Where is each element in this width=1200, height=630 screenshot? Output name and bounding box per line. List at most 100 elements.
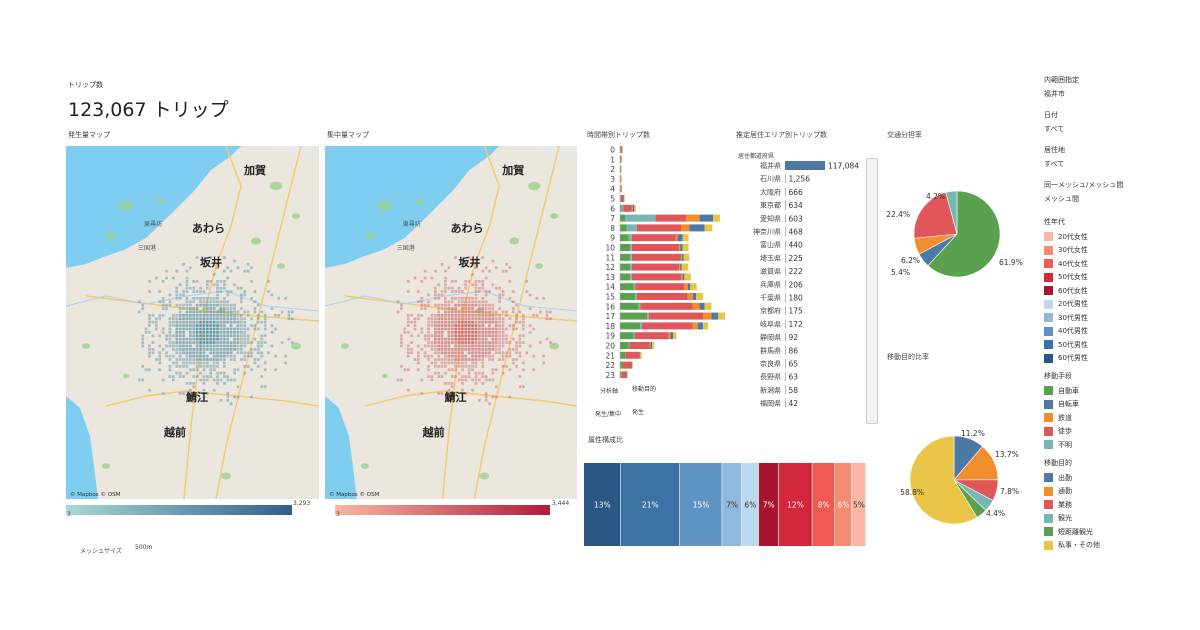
composition-label: 7%: [726, 501, 738, 510]
dest-mesh-cell: [501, 293, 505, 297]
origin-mesh-cell: [226, 307, 230, 310]
origin-place-label: あわら: [192, 222, 225, 235]
origin-mesh-cell: [284, 354, 287, 358]
purpose-legend-item[interactable]: 通勤: [1044, 485, 1164, 499]
gender-age-legend-item[interactable]: 30代女性: [1044, 244, 1164, 258]
purpose-legend-item[interactable]: 業務: [1044, 498, 1164, 512]
origin-mesh-cell: [209, 314, 213, 317]
dest-mesh-cell: [488, 402, 491, 406]
residence-bar: [785, 161, 825, 170]
modal-share-chart[interactable]: 61.9%5.4%6.2%22.4%4.2%: [886, 180, 1036, 290]
dest-mesh-cell: [423, 303, 427, 307]
dest-mesh-cell: [491, 348, 495, 351]
gender-age-legend-item[interactable]: 50代男性: [1044, 338, 1164, 352]
dest-mesh-cell: [498, 351, 501, 355]
gender-age-legend-item[interactable]: 40代女性: [1044, 257, 1164, 271]
origin-mesh-cell: [172, 378, 175, 382]
filter-mesh-value[interactable]: メッシュ間: [1044, 195, 1079, 203]
origin-mesh-cell: [141, 378, 145, 382]
dest-mesh-cell: [501, 320, 505, 324]
origin-mesh-cell: [148, 317, 151, 321]
gender-age-legend-item[interactable]: 40代男性: [1044, 325, 1164, 339]
purpose-legend-item[interactable]: 出勤: [1044, 471, 1164, 485]
origin-mesh-cell: [175, 293, 179, 297]
origin-mesh-cell: [209, 337, 213, 341]
filter-mesh[interactable]: 同一メッシュ/メッシュ間 メッシュ間: [1044, 180, 1164, 213]
gender-age-legend-item[interactable]: 20代男性: [1044, 298, 1164, 312]
filter-residence[interactable]: 居住地 すべて: [1044, 145, 1164, 180]
origin-mesh-cell: [151, 351, 155, 355]
dest-mesh-cell: [535, 314, 539, 317]
mesh-size-value[interactable]: 500m: [135, 544, 153, 551]
origin-mesh-cell: [202, 259, 206, 263]
filter-date-value[interactable]: すべて: [1044, 125, 1065, 133]
mode-legend-item[interactable]: 自動車: [1044, 384, 1164, 398]
dest-mesh-cell: [400, 307, 403, 310]
gen-conc-value[interactable]: 発生: [632, 409, 645, 416]
dest-mesh-cell: [447, 341, 451, 344]
origin-mesh-cell: [263, 324, 267, 327]
gender-age-legend-item[interactable]: 30代男性: [1044, 311, 1164, 325]
origin-mesh-cell: [172, 320, 175, 324]
filter-area[interactable]: 内範囲指定 福井市: [1044, 75, 1164, 110]
dest-mesh-cell: [515, 317, 518, 321]
dest-mesh-cell: [423, 269, 427, 273]
purpose-legend-item[interactable]: 短距離観光: [1044, 525, 1164, 539]
origin-map[interactable]: 加賀 あわら 坂井 鯖江 越前 東尋坊 三国港 © Mapbox © OSM: [66, 146, 319, 499]
mode-legend-item[interactable]: 鉄道: [1044, 411, 1164, 425]
origin-mesh-cell: [226, 344, 230, 348]
hourly-tick-label: 23: [605, 371, 615, 378]
filter-residence-value[interactable]: すべて: [1044, 160, 1065, 168]
dest-mesh-cell: [474, 341, 478, 344]
purpose-legend-label: 短距離観光: [1058, 527, 1093, 536]
dest-mesh-cell: [515, 303, 518, 307]
origin-mesh-cell: [212, 331, 216, 334]
hourly-bar-segment: [680, 253, 682, 261]
dest-mesh-cell: [515, 358, 518, 361]
origin-mesh-cell: [209, 371, 213, 375]
dest-mesh-cell: [474, 303, 478, 307]
residence-scrollbar[interactable]: [866, 158, 878, 424]
dest-mesh-cell: [478, 327, 481, 331]
dest-map[interactable]: 加賀 あわら 坂井 鯖江 越前 東尋坊 三国港 © Mapbox © OSM: [325, 146, 577, 499]
purpose-legend-item[interactable]: 観光: [1044, 512, 1164, 526]
composition-chart[interactable]: 13% 21% 15% 7% 6% 7% 12% 8% 6% 5%: [584, 463, 866, 546]
origin-mesh-cell: [223, 341, 226, 344]
mode-legend-item[interactable]: 徒歩: [1044, 425, 1164, 439]
filter-date[interactable]: 日付 すべて: [1044, 110, 1164, 145]
composition-segment: [851, 463, 866, 546]
residence-chart-viewport[interactable]: 福井県 117,084 石川県 1,256 大阪府 666 東京都 634 愛知県 603 神奈川県…: [735, 157, 863, 424]
gender-age-legend-item[interactable]: 20代女性: [1044, 230, 1164, 244]
dest-mesh-cell: [420, 331, 424, 334]
gender-age-legend-item[interactable]: 60代女性: [1044, 284, 1164, 298]
origin-mesh-cell: [172, 354, 175, 358]
origin-mesh-cell: [192, 280, 196, 283]
dest-mesh-cell: [406, 348, 410, 351]
analysis-axis-value[interactable]: 移動目的: [632, 386, 657, 393]
origin-mesh-cell: [209, 344, 213, 348]
dest-mesh-cell: [457, 361, 461, 365]
purpose-legend-item[interactable]: 私事・その他: [1044, 539, 1164, 553]
dest-mesh-cell: [406, 324, 410, 327]
origin-mesh-cell: [226, 303, 230, 307]
origin-mesh-cell: [270, 331, 274, 334]
dest-mesh-cell: [457, 320, 461, 324]
dest-mesh-cell: [464, 297, 468, 300]
mode-legend-item[interactable]: 自転車: [1044, 398, 1164, 412]
dest-mesh-cell: [494, 334, 498, 338]
hourly-bar-segment: [620, 283, 634, 291]
hourly-bar-segment: [620, 155, 622, 163]
gender-age-legend-item[interactable]: 60代男性: [1044, 352, 1164, 366]
origin-mesh-cell: [260, 354, 264, 358]
filter-area-value[interactable]: 福井市: [1044, 90, 1065, 98]
gender-age-legend-item[interactable]: 50代女性: [1044, 271, 1164, 285]
dest-mesh-cell: [444, 327, 447, 331]
dest-mesh-cell: [447, 348, 451, 351]
legend-gender-age-title: 性年代: [1044, 218, 1065, 226]
purpose-ratio-chart[interactable]: 11.2%13.7%7.8%4.4%58.8%: [886, 420, 1036, 530]
origin-mesh-cell: [236, 341, 240, 344]
dest-mesh-cell: [494, 314, 498, 317]
mode-legend-item[interactable]: 不明: [1044, 438, 1164, 452]
